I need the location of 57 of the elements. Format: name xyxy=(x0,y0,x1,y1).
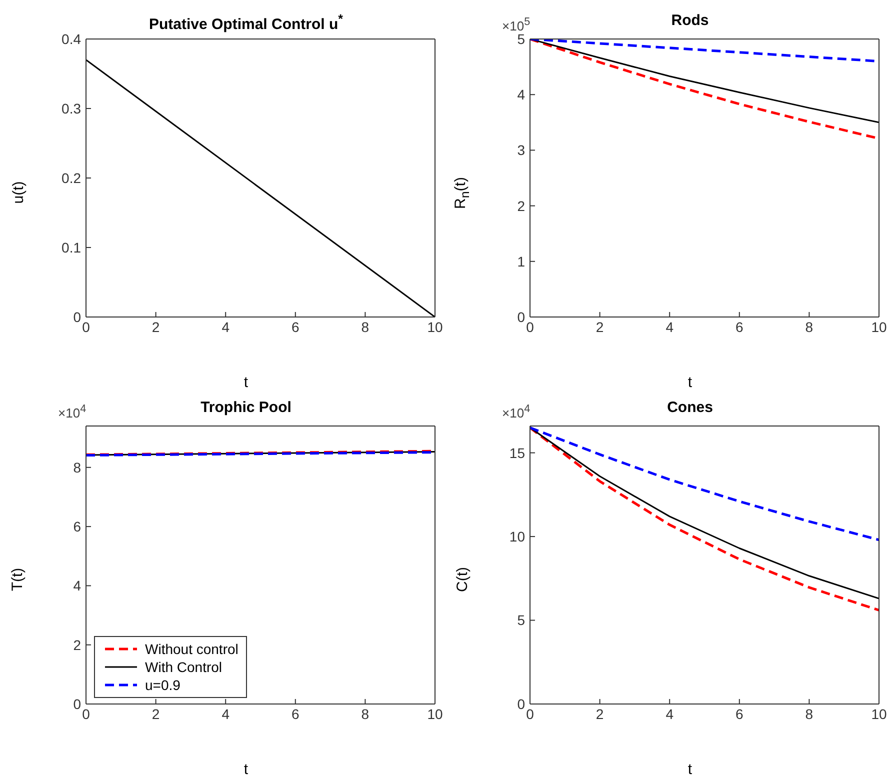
y-tick-label: 0 xyxy=(517,696,526,712)
y-tick-label: 2 xyxy=(73,636,82,653)
x-tick-label: 4 xyxy=(222,318,230,335)
x-tick-label: 2 xyxy=(596,706,604,722)
text: ×10$^{5}$ xyxy=(502,16,530,34)
y-tick-label: 15 xyxy=(509,444,526,461)
y-axis-title: C(t) xyxy=(454,567,470,592)
x-tick-label: 8 xyxy=(361,706,370,722)
x-axis-title: t xyxy=(242,761,250,778)
x-tick-label: 4 xyxy=(666,318,674,335)
legend-label: With Control xyxy=(145,658,222,676)
y-tick-label: 0.2 xyxy=(62,170,82,186)
x-tick-label: 2 xyxy=(152,706,160,722)
x-tick-label: 2 xyxy=(152,318,160,335)
y-tick-label: 3 xyxy=(517,142,526,158)
x-tick-label: 4 xyxy=(666,706,674,722)
y-axis-title: T(t) xyxy=(10,568,27,592)
x-axis-title: t xyxy=(686,374,694,391)
y-tick-label: 0.4 xyxy=(62,30,82,47)
chart-title: Cones xyxy=(667,399,713,416)
x-axis-title: t xyxy=(242,374,250,391)
y-axis-title: u(t) xyxy=(10,181,26,204)
y-tick-label: 0.1 xyxy=(62,239,82,256)
y-tick-label: 1 xyxy=(517,253,526,270)
x-tick-label: 8 xyxy=(805,318,814,335)
x-tick-label: 6 xyxy=(736,706,744,722)
y-tick-label: 6 xyxy=(73,518,82,535)
y-tick-label: 10 xyxy=(509,528,526,544)
y-tick-label: 4 xyxy=(73,578,82,594)
x-tick-label: 6 xyxy=(292,318,300,335)
text: ×10$^{4}$ xyxy=(58,403,86,420)
chart-title: Trophic Pool xyxy=(200,399,292,416)
x-tick-label: 6 xyxy=(736,318,744,335)
x-tick-label: 10 xyxy=(427,706,443,722)
text: ×10$^{4}$ xyxy=(502,403,530,420)
y-tick-label: 8 xyxy=(73,459,82,476)
y-tick-label: 5 xyxy=(517,30,526,47)
x-tick-label: 2 xyxy=(596,318,604,335)
x-axis-title: t xyxy=(686,761,694,778)
x-tick-label: 4 xyxy=(222,706,230,722)
y-tick-label: 0 xyxy=(517,308,526,325)
legend-label: u=0.9 xyxy=(145,676,180,694)
x-tick-label: 10 xyxy=(871,706,887,722)
legend-label: Without control xyxy=(145,640,238,658)
y-tick-label: 5 xyxy=(517,612,526,628)
x-tick-label: 8 xyxy=(805,706,814,722)
x-tick-label: 8 xyxy=(361,318,370,335)
x-tick-label: 10 xyxy=(871,318,887,335)
x-tick-label: 6 xyxy=(292,706,300,722)
chart-title: Rods xyxy=(671,12,709,29)
y-tick-label: 0 xyxy=(73,308,82,325)
y-tick-label: 0.3 xyxy=(62,100,82,116)
y-tick-label: 4 xyxy=(517,86,526,103)
y-tick-label: 0 xyxy=(73,696,82,712)
chart-title: Putative Optimal Control u$^{*}$ xyxy=(148,12,344,33)
y-tick-label: 2 xyxy=(517,198,526,214)
x-tick-label: 10 xyxy=(427,318,443,335)
